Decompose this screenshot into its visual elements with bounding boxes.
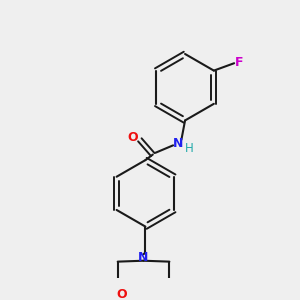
Text: O: O xyxy=(127,130,138,144)
Text: O: O xyxy=(116,288,127,300)
Text: H: H xyxy=(185,142,194,154)
Text: F: F xyxy=(235,56,244,69)
Text: N: N xyxy=(138,251,149,264)
Text: N: N xyxy=(172,137,183,150)
